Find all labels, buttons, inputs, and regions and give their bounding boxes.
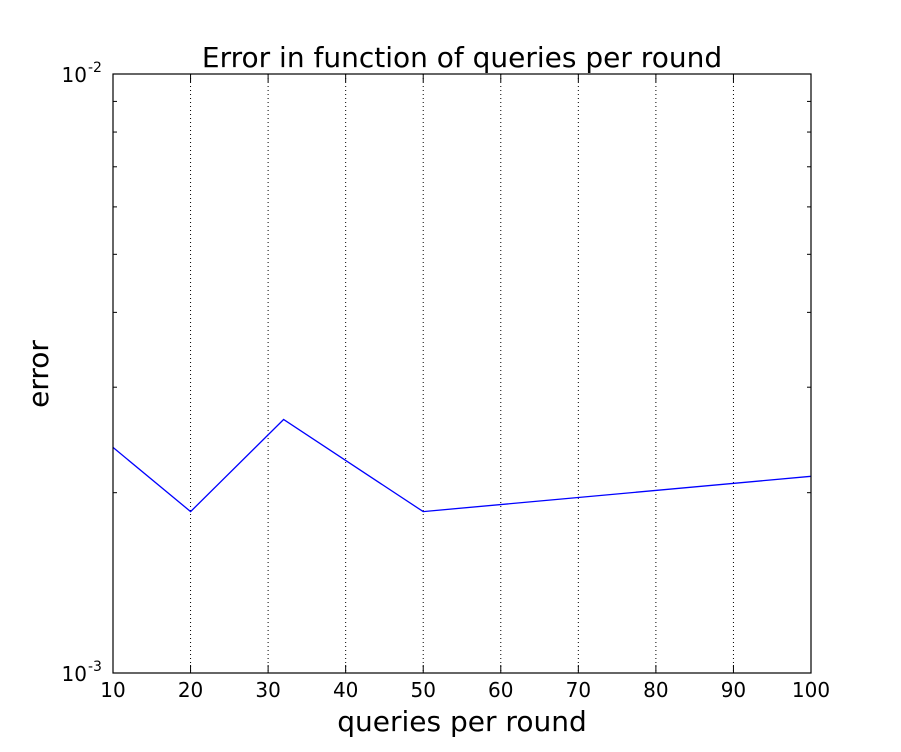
- y-tick-label-exponent: -3: [88, 659, 102, 675]
- x-tick-label: 10: [100, 678, 125, 702]
- y-tick-label-exponent: -2: [88, 60, 102, 76]
- y-tick-label: 10 -3: [62, 659, 102, 686]
- minor-tick-layer: [113, 100, 811, 494]
- y-tick-label: 10 -2: [62, 60, 102, 87]
- x-tick-label: 90: [721, 678, 746, 702]
- x-tick-label: 30: [255, 678, 280, 702]
- x-tick-label: 70: [566, 678, 591, 702]
- x-tick-label: 60: [488, 678, 513, 702]
- plot-frame: [112, 73, 812, 674]
- x-tick-layer: 10 20 30 40 50 60 70 80 90 100: [100, 74, 830, 702]
- x-tick-label: 50: [410, 678, 435, 702]
- x-tick-label: 20: [178, 678, 203, 702]
- x-axis-label: queries per round: [337, 705, 586, 738]
- x-tick-label: 100: [792, 678, 830, 702]
- x-tick-label: 40: [333, 678, 358, 702]
- y-axis-label: error: [22, 340, 55, 408]
- y-tick-label-base: 10: [62, 63, 87, 87]
- y-tick-layer: 10-310-2: [62, 60, 811, 686]
- y-tick-label-base: 10: [62, 662, 87, 686]
- chart-title: Error in function of queries per round: [202, 41, 722, 74]
- x-tick-label: 80: [643, 678, 668, 702]
- grid-layer: [190, 74, 734, 673]
- series-line: [112, 418, 812, 513]
